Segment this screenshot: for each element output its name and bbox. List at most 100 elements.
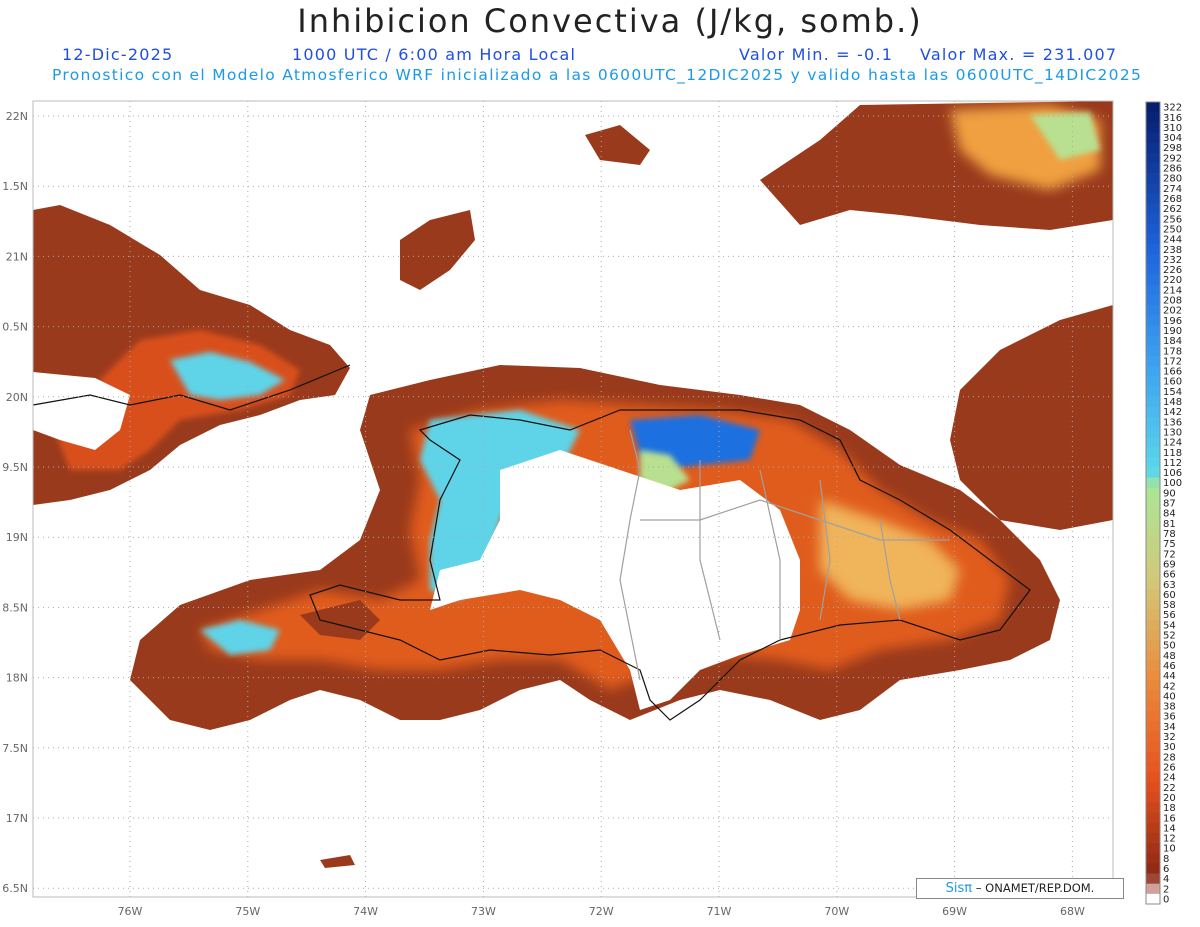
colorbar-swatch bbox=[1146, 538, 1160, 550]
colorbar-label: 202 bbox=[1163, 306, 1182, 317]
colorbar-label: 268 bbox=[1163, 194, 1182, 205]
colorbar-swatch bbox=[1146, 274, 1160, 286]
colorbar-label: 316 bbox=[1163, 113, 1182, 124]
colorbar-swatch bbox=[1146, 690, 1160, 702]
colorbar-label: 18 bbox=[1163, 803, 1176, 814]
colorbar-swatch bbox=[1146, 487, 1160, 499]
plot-frame bbox=[32, 100, 1114, 898]
grid bbox=[33, 101, 1113, 897]
lat-tick-label: 1.5N bbox=[2, 180, 28, 193]
colorbar-label: 184 bbox=[1163, 336, 1182, 347]
colorbar-swatch bbox=[1146, 376, 1160, 387]
colorbar-swatch bbox=[1146, 497, 1160, 509]
colorbar-label: 244 bbox=[1163, 235, 1182, 246]
colorbar-swatch bbox=[1146, 599, 1160, 610]
lon-tick-label: 73W bbox=[471, 905, 496, 918]
colorbar-label: 50 bbox=[1163, 641, 1176, 652]
colorbar-swatch bbox=[1146, 416, 1160, 428]
lon-tick-label: 72W bbox=[589, 905, 614, 918]
colorbar-swatch bbox=[1146, 355, 1160, 367]
colorbar-label: 20 bbox=[1163, 793, 1176, 804]
colorbar-label: 274 bbox=[1163, 184, 1182, 195]
colorbar-label: 178 bbox=[1163, 346, 1182, 357]
colorbar-label: 75 bbox=[1163, 539, 1176, 550]
colorbar-label: 69 bbox=[1163, 559, 1176, 570]
colorbar-label: 0 bbox=[1163, 894, 1169, 905]
min-value: Valor Min. = -0.1 bbox=[739, 45, 894, 64]
lat-axis: 22N 1.5N 21N 0.5N 20N 9.5N 19N 8.5N 18N 7.5N 17N 6.… bbox=[2, 110, 28, 895]
colorbar-swatch bbox=[1146, 751, 1160, 763]
colorbar-label: 292 bbox=[1163, 153, 1182, 164]
lon-axis: 76W 75W 74W 73W 72W 71W 70W 69W 68W bbox=[118, 905, 1085, 918]
colorbar-swatch bbox=[1146, 193, 1160, 204]
colorbar-swatch bbox=[1146, 812, 1160, 824]
lat-tick-label: 7.5N bbox=[2, 742, 28, 755]
credit-sis: Sisπ bbox=[945, 881, 973, 896]
credit-box: Sisπ – ONAMET/REP.DOM. bbox=[916, 878, 1124, 899]
colorbar-swatch bbox=[1146, 700, 1160, 712]
lat-tick-label: 0.5N bbox=[2, 321, 28, 334]
colorbar-swatch bbox=[1146, 203, 1160, 215]
field-south-streak bbox=[320, 855, 355, 868]
lon-tick-label: 76W bbox=[118, 905, 143, 918]
colorbar-label: 130 bbox=[1163, 427, 1182, 438]
colorbar-label: 322 bbox=[1163, 103, 1182, 114]
colorbar-label: 28 bbox=[1163, 752, 1176, 763]
colorbar-swatch bbox=[1146, 589, 1160, 600]
colorbar-swatch bbox=[1146, 711, 1160, 722]
colorbar-swatch bbox=[1146, 406, 1160, 418]
lon-tick-label: 69W bbox=[942, 905, 967, 918]
colorbar-swatch bbox=[1146, 873, 1160, 885]
colorbar-swatch bbox=[1146, 173, 1160, 184]
colorbar-swatch bbox=[1146, 447, 1160, 458]
colorbar-swatch bbox=[1146, 294, 1160, 306]
colorbar-label: 72 bbox=[1163, 549, 1176, 560]
colorbar-label: 2 bbox=[1163, 884, 1169, 895]
colorbar-label: 172 bbox=[1163, 356, 1182, 367]
colorbar-swatch bbox=[1146, 142, 1160, 154]
colorbar-swatch bbox=[1146, 619, 1160, 631]
colorbar-swatch bbox=[1146, 883, 1160, 895]
colorbar-label: 166 bbox=[1163, 367, 1182, 378]
colorbar-swatch bbox=[1146, 132, 1160, 144]
colorbar-label: 142 bbox=[1163, 407, 1182, 418]
colorbar-label: 78 bbox=[1163, 529, 1176, 540]
colorbar-label: 14 bbox=[1163, 823, 1176, 834]
colorbar-label: 34 bbox=[1163, 722, 1176, 733]
colorbar-swatch bbox=[1146, 741, 1160, 753]
colorbar-label: 26 bbox=[1163, 763, 1176, 774]
colorbar: 3223163103042982922862802742682622562502… bbox=[1145, 101, 1182, 905]
colorbar-swatch bbox=[1146, 660, 1160, 671]
colorbar-label: 30 bbox=[1163, 742, 1176, 753]
colorbar-label: 196 bbox=[1163, 316, 1182, 327]
colorbar-swatch bbox=[1146, 558, 1160, 570]
colorbar-swatch bbox=[1146, 721, 1160, 732]
colorbar-label: 12 bbox=[1163, 834, 1176, 845]
colorbar-label: 238 bbox=[1163, 245, 1182, 256]
forecast-description: Pronostico con el Modelo Atmosferico WRF… bbox=[52, 66, 1143, 84]
colorbar-swatch bbox=[1146, 508, 1160, 519]
colorbar-label: 10 bbox=[1163, 844, 1176, 855]
colorbar-swatch bbox=[1146, 772, 1160, 783]
colorbar-label: 136 bbox=[1163, 417, 1182, 428]
colorbar-label: 160 bbox=[1163, 377, 1182, 388]
lon-tick-label: 75W bbox=[235, 905, 260, 918]
colorbar-swatch bbox=[1146, 568, 1160, 580]
colorbar-swatch bbox=[1146, 365, 1160, 377]
colorbar-label: 22 bbox=[1163, 783, 1176, 794]
colorbar-swatch bbox=[1146, 822, 1160, 834]
colorbar-swatch bbox=[1146, 254, 1160, 265]
lat-tick-label: 18N bbox=[6, 672, 28, 685]
colorbar-swatch bbox=[1146, 548, 1160, 560]
colorbar-swatch bbox=[1146, 843, 1160, 854]
lon-tick-label: 74W bbox=[353, 905, 378, 918]
lat-tick-label: 17N bbox=[6, 812, 28, 825]
colorbar-swatch bbox=[1146, 325, 1160, 336]
chart-title: Inhibicion Convectiva (J/kg, somb.) bbox=[297, 2, 923, 40]
colorbar-swatch bbox=[1146, 335, 1160, 347]
colorbar-label: 8 bbox=[1163, 854, 1169, 865]
colorbar-label: 63 bbox=[1163, 580, 1176, 591]
colorbar-label: 4 bbox=[1163, 874, 1169, 885]
colorbar-label: 208 bbox=[1163, 296, 1182, 307]
